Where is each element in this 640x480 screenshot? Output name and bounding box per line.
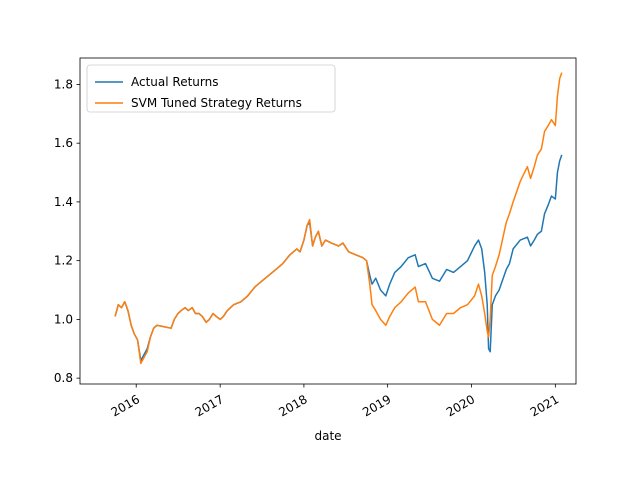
legend-label: SVM Tuned Strategy Returns	[131, 96, 302, 110]
legend-box	[86, 64, 336, 113]
y-tick-label: 1.0	[54, 312, 73, 326]
y-axis: 0.8 1.0 1.2 1.4 1.6 1.8	[54, 77, 80, 385]
y-tick-label: 1.8	[54, 77, 73, 91]
x-axis-label: date	[314, 429, 341, 443]
plot-frame	[79, 57, 577, 385]
series-layer	[114, 72, 563, 365]
y-tick-label: 0.8	[54, 371, 73, 385]
series-line-svm-tuned-strategy-returns	[114, 72, 563, 365]
legend-label: Actual Returns	[131, 75, 218, 89]
y-tick-label: 1.2	[54, 254, 73, 268]
y-tick-label: 1.6	[54, 136, 73, 150]
legend: Actual Returns SVM Tuned Strategy Returns	[86, 64, 336, 113]
y-tick-label: 1.4	[54, 195, 73, 209]
